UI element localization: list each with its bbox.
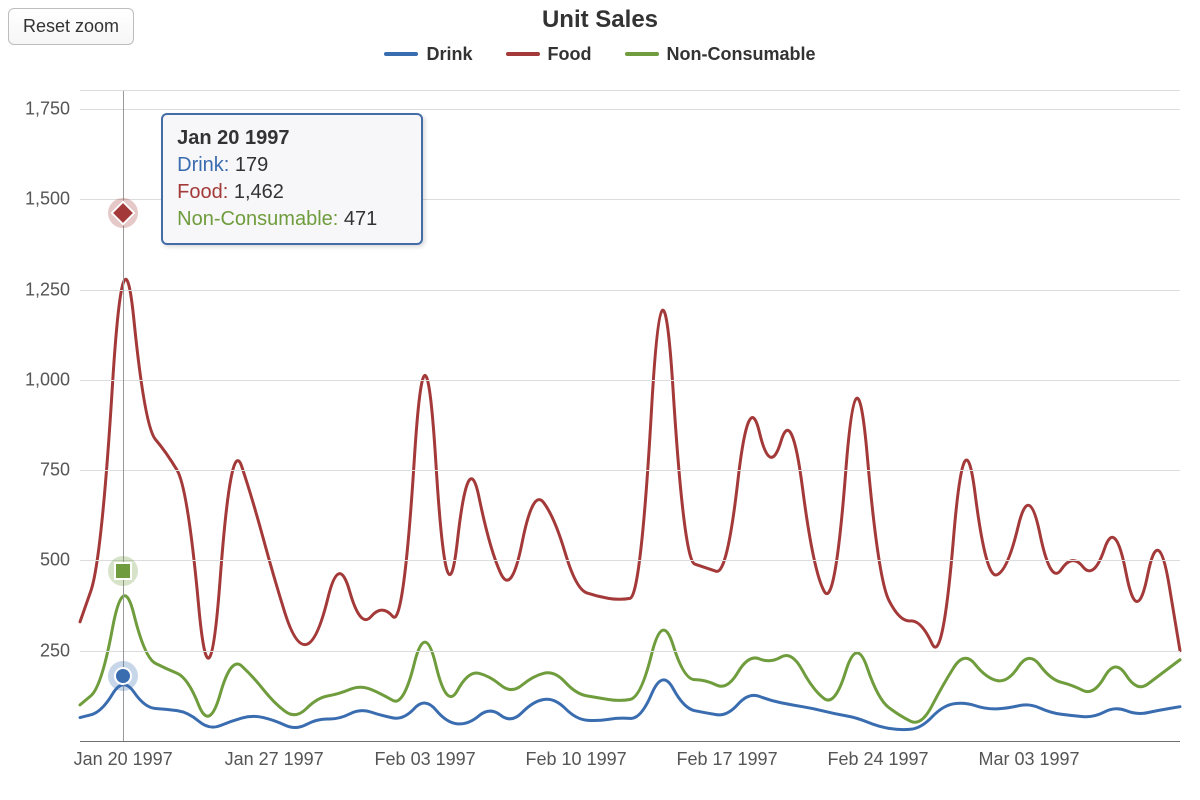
tooltip-row-key: Food: <box>177 181 234 203</box>
tooltip-row: Food: 1,462 <box>177 179 407 206</box>
y-axis-label: 1,750 <box>25 99 80 120</box>
crosshair <box>123 91 124 741</box>
legend-item-food[interactable]: Food <box>506 44 592 65</box>
y-axis-label: 500 <box>40 550 80 571</box>
legend-item-non-consumable[interactable]: Non-Consumable <box>625 44 816 65</box>
x-axis-label: Feb 24 1997 <box>827 741 928 770</box>
chart-plot-area[interactable]: 2505007501,0001,2501,5001,750Jan 20 1997… <box>80 90 1180 742</box>
x-axis-label: Feb 17 1997 <box>677 741 778 770</box>
tooltip-row-value: 471 <box>344 208 377 230</box>
x-axis-label: Jan 27 1997 <box>225 741 324 770</box>
legend-label: Food <box>548 44 592 65</box>
series-line-non-consumable <box>80 596 1180 722</box>
y-axis-label: 750 <box>40 460 80 481</box>
legend-swatch-drink <box>384 52 418 56</box>
y-axis-label: 1,500 <box>25 189 80 210</box>
y-axis-label: 250 <box>40 640 80 661</box>
tooltip-row: Drink: 179 <box>177 152 407 179</box>
gridline <box>80 560 1180 561</box>
tooltip-row: Non-Consumable: 471 <box>177 206 407 233</box>
gridline <box>80 109 1180 110</box>
gridline <box>80 290 1180 291</box>
tooltip-row-value: 179 <box>235 154 268 176</box>
x-axis-label: Jan 20 1997 <box>74 741 173 770</box>
x-axis-label: Feb 10 1997 <box>526 741 627 770</box>
chart-tooltip: Jan 20 1997Drink: 179Food: 1,462Non-Cons… <box>161 113 423 245</box>
legend-swatch-food <box>506 52 540 56</box>
legend-label: Non-Consumable <box>667 44 816 65</box>
series-line-food <box>80 279 1180 658</box>
chart-title: Unit Sales <box>0 6 1200 34</box>
tooltip-title: Jan 20 1997 <box>177 125 407 152</box>
y-axis-label: 1,250 <box>25 279 80 300</box>
legend-label: Drink <box>426 44 472 65</box>
tooltip-row-key: Non-Consumable: <box>177 208 344 230</box>
chart-legend: Drink Food Non-Consumable <box>0 40 1200 65</box>
tooltip-row-key: Drink: <box>177 154 235 176</box>
gridline <box>80 651 1180 652</box>
series-line-drink <box>80 680 1180 730</box>
gridline <box>80 380 1180 381</box>
tooltip-row-value: 1,462 <box>234 181 284 203</box>
y-axis-label: 1,000 <box>25 369 80 390</box>
x-axis-label: Mar 03 1997 <box>978 741 1079 770</box>
legend-swatch-non-consumable <box>625 52 659 56</box>
gridline <box>80 470 1180 471</box>
legend-item-drink[interactable]: Drink <box>384 44 472 65</box>
x-axis-label: Feb 03 1997 <box>375 741 476 770</box>
